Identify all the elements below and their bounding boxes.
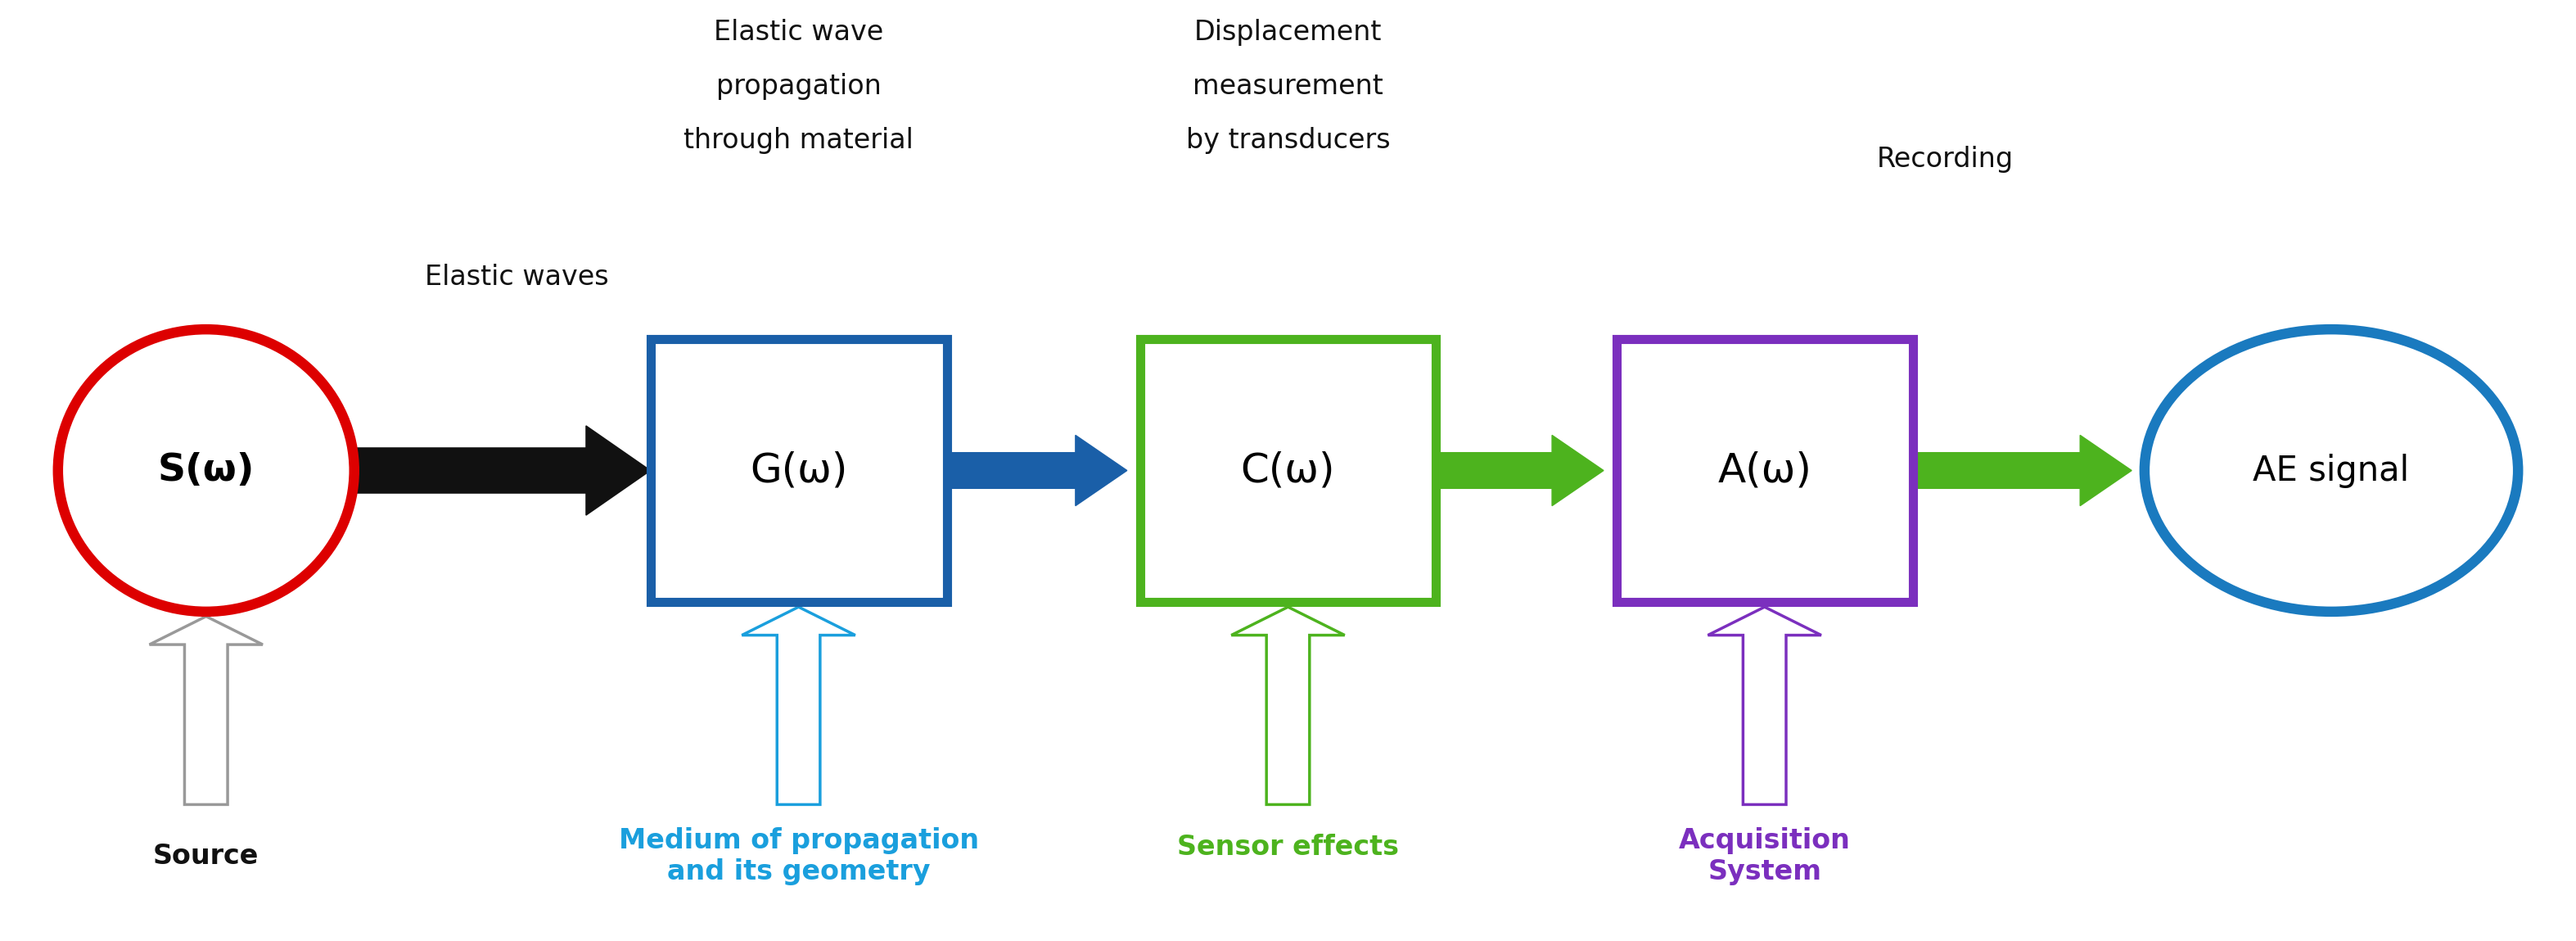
Ellipse shape	[2146, 329, 2519, 612]
Polygon shape	[742, 607, 855, 805]
FancyArrow shape	[1437, 435, 1602, 506]
Text: A(ω): A(ω)	[1718, 451, 1811, 490]
FancyArrow shape	[948, 435, 1128, 506]
FancyBboxPatch shape	[1141, 339, 1437, 602]
Text: Elastic wave

propagation

through material: Elastic wave propagation through materia…	[683, 19, 914, 154]
FancyArrow shape	[1911, 435, 2133, 506]
FancyBboxPatch shape	[1618, 339, 1911, 602]
Polygon shape	[1231, 607, 1345, 805]
Text: Sensor effects: Sensor effects	[1177, 834, 1399, 860]
Polygon shape	[1708, 607, 1821, 805]
Text: Medium of propagation
and its geometry: Medium of propagation and its geometry	[618, 827, 979, 885]
Text: Elastic waves: Elastic waves	[425, 264, 608, 291]
FancyBboxPatch shape	[652, 339, 948, 602]
Ellipse shape	[59, 329, 355, 612]
Text: Recording: Recording	[1875, 146, 2014, 173]
Text: Displacement

measurement

by transducers: Displacement measurement by transducers	[1185, 19, 1391, 154]
Text: Acquisition
System: Acquisition System	[1680, 827, 1850, 885]
Text: AE signal: AE signal	[2254, 454, 2409, 487]
Polygon shape	[149, 616, 263, 805]
Text: G(ω): G(ω)	[750, 451, 848, 490]
Text: C(ω): C(ω)	[1242, 451, 1334, 490]
Text: Source: Source	[152, 843, 260, 869]
Text: S(ω): S(ω)	[157, 452, 255, 489]
FancyArrow shape	[355, 425, 652, 516]
